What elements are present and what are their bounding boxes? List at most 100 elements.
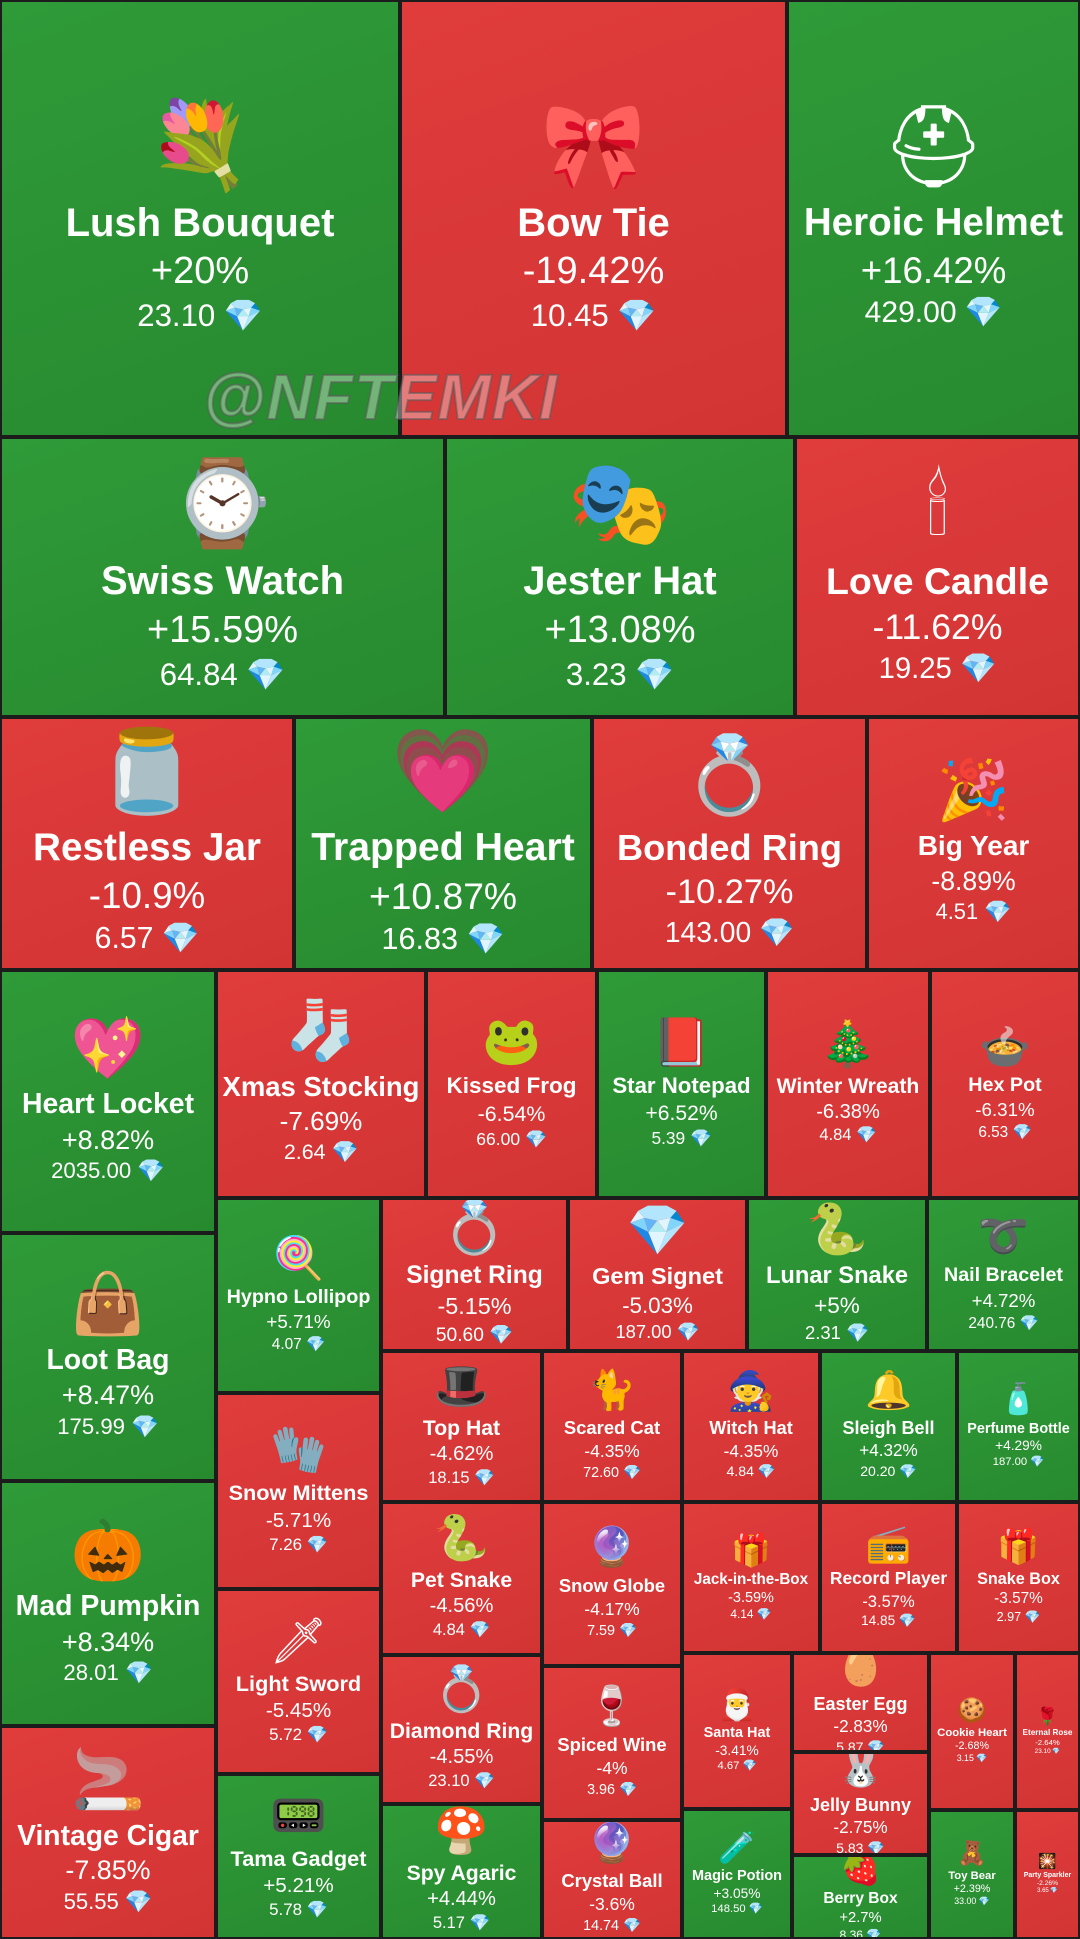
treemap-tile-toy-bear[interactable]: 🧸 Toy Bear +2.39% 33.00 💎	[929, 1810, 1015, 1939]
treemap-tile-light-sword[interactable]: 🗡 Light Sword -5.45% 5.72 💎	[216, 1589, 381, 1774]
treemap-tile-nail-bracelet[interactable]: ➰ Nail Bracelet +4.72% 240.76 💎	[927, 1198, 1080, 1351]
tile-price: 4.67	[717, 1760, 740, 1773]
tile-price: 23.10	[137, 298, 216, 334]
tile-change: +8.47%	[61, 1380, 155, 1411]
diamond-icon: 💎	[973, 1753, 988, 1764]
party-sparkler-icon: 🎇	[1038, 1853, 1057, 1870]
treemap-tile-star-notepad[interactable]: 📕 Star Notepad +6.52% 5.39 💎	[597, 970, 766, 1198]
treemap-tile-bow-tie[interactable]: 🎀 Bow Tie -19.42% 10.45 💎	[400, 0, 787, 437]
treemap-tile-spy-agaric[interactable]: 🍄 Spy Agaric +4.44% 5.17 💎	[381, 1804, 542, 1939]
treemap-tile-lunar-snake[interactable]: 🐍 Lunar Snake +5% 2.31 💎	[747, 1198, 927, 1351]
tile-price-row: 187.00 💎	[615, 1321, 699, 1343]
treemap-tile-xmas-stocking[interactable]: 🧦 Xmas Stocking -7.69% 2.64 💎	[216, 970, 426, 1198]
tile-price: 50.60	[435, 1324, 484, 1346]
tile-price-row: 50.60 💎	[436, 1323, 513, 1347]
tile-change: +4.44%	[427, 1888, 496, 1911]
toy-bear-icon: 🧸	[957, 1839, 987, 1867]
treemap-tile-love-candle[interactable]: 🕯 Love Candle -11.62% 19.25 💎	[795, 437, 1080, 717]
treemap-tile-bonded-ring[interactable]: 💍 Bonded Ring -10.27% 143.00 💎	[592, 717, 867, 970]
treemap-tile-heroic-helmet[interactable]: ⛑ Heroic Helmet +16.42% 429.00 💎	[787, 0, 1080, 437]
treemap-tile-heart-locket[interactable]: 💖 Heart Locket +8.82% 2035.00 💎	[0, 970, 216, 1233]
treemap-tile-snake-box[interactable]: 🎁 Snake Box -3.57% 2.97 💎	[957, 1502, 1080, 1653]
diamond-icon: 💎	[1021, 1610, 1041, 1625]
treemap-tile-hex-pot[interactable]: 🍲 Hex Pot -6.31% 6.53 💎	[930, 970, 1080, 1198]
treemap-tile-top-hat[interactable]: 🎩 Top Hat -4.62% 18.15 💎	[381, 1351, 542, 1502]
treemap-tile-witch-hat[interactable]: 🧙 Witch Hat -4.35% 4.84 💎	[682, 1351, 820, 1502]
diamond-icon: 💎	[465, 1913, 491, 1933]
loot-bag-icon: 👜	[70, 1270, 146, 1338]
treemap-tile-kissed-frog[interactable]: 🐸 Kissed Frog -6.54% 66.00 💎	[426, 970, 597, 1198]
tile-change: -5.45%	[265, 1699, 332, 1723]
tile-price-row: 5.72 💎	[269, 1725, 328, 1745]
tile-price-row: 23.10 💎	[1035, 1747, 1061, 1755]
treemap-tile-snow-globe[interactable]: 🔮 Snow Globe -4.17% 7.59 💎	[542, 1502, 682, 1666]
tile-change: +6.52%	[645, 1101, 718, 1125]
heart-locket-icon: 💖	[70, 1014, 146, 1082]
treemap-tile-diamond-ring[interactable]: 💍 Diamond Ring -4.55% 23.10 💎	[381, 1655, 542, 1804]
diamond-ring-icon: 💍	[433, 1664, 490, 1714]
tile-price: 5.83	[836, 1839, 864, 1855]
treemap-tile-swiss-watch[interactable]: ⌚ Swiss Watch +15.59% 64.84 💎	[0, 437, 445, 717]
treemap-tile-vintage-cigar[interactable]: 🚬 Vintage Cigar -7.85% 55.55 💎	[0, 1726, 216, 1939]
tile-price: 5.72	[269, 1725, 303, 1745]
treemap-tile-winter-wreath[interactable]: 🎄 Winter Wreath -6.38% 4.84 💎	[766, 970, 930, 1198]
treemap-tile-restless-jar[interactable]: 🫙 Restless Jar -10.9% 6.57 💎	[0, 717, 294, 970]
treemap-tile-tama-gadget[interactable]: 📟 Tama Gadget +5.21% 5.78 💎	[216, 1774, 381, 1939]
treemap-tile-snow-mittens[interactable]: 🧤 Snow Mittens -5.71% 7.26 💎	[216, 1393, 381, 1589]
treemap-tile-magic-potion[interactable]: 🧪 Magic Potion +3.05% 148.50 💎	[682, 1809, 792, 1939]
treemap-tile-record-player[interactable]: 📻 Record Player -3.57% 14.85 💎	[820, 1502, 957, 1653]
treemap-tile-perfume-bottle[interactable]: 🧴 Perfume Bottle +4.29% 187.00 💎	[957, 1351, 1080, 1502]
tile-price-row: 2.31 💎	[805, 1322, 869, 1344]
treemap-tile-mad-pumpkin[interactable]: 🎃 Mad Pumpkin +8.34% 28.01 💎	[0, 1481, 216, 1726]
tile-price-row: 23.10 💎	[137, 297, 263, 334]
treemap-tile-loot-bag[interactable]: 👜 Loot Bag +8.47% 175.99 💎	[0, 1233, 216, 1481]
treemap-tile-jack-in-the-box[interactable]: 🎁 Jack-in-the-Box -3.59% 4.14 💎	[682, 1502, 820, 1653]
diamond-icon: 💎	[469, 1771, 495, 1791]
diamond-icon: 💎	[671, 1321, 700, 1343]
diamond-icon: 💎	[325, 1139, 359, 1164]
tile-price-row: 3.65 💎	[1037, 1887, 1058, 1894]
treemap-tile-lush-bouquet[interactable]: 💐 Lush Bouquet +20% 23.10 💎	[0, 0, 400, 437]
treemap-tile-trapped-heart[interactable]: 💗 Trapped Heart +10.87% 16.83 💎	[294, 717, 592, 970]
treemap-tile-jelly-bunny[interactable]: 🐰 Jelly Bunny -2.75% 5.83 💎	[792, 1752, 929, 1855]
tile-change: +3.05%	[713, 1885, 761, 1901]
treemap-tile-sleigh-bell[interactable]: 🔔 Sleigh Bell +4.32% 20.20 💎	[820, 1351, 957, 1502]
tile-change: +4.72%	[971, 1289, 1036, 1311]
diamond-icon: 💎	[1008, 1124, 1032, 1142]
hypno-lollipop-icon: 🍭	[272, 1234, 325, 1282]
treemap-tile-jester-hat[interactable]: 🎭 Jester Hat +13.08% 3.23 💎	[445, 437, 795, 717]
big-year-icon: 🎉	[936, 757, 1011, 823]
treemap-tile-cookie-heart[interactable]: 🍪 Cookie Heart -2.68% 3.15 💎	[929, 1653, 1015, 1810]
treemap-tile-signet-ring[interactable]: 💍 Signet Ring -5.15% 50.60 💎	[381, 1198, 568, 1351]
tile-change: -4.35%	[723, 1440, 779, 1461]
diamond-icon: 💎	[301, 1335, 326, 1353]
treemap-tile-hypno-lollipop[interactable]: 🍭 Hypno Lollipop +5.71% 4.07 💎	[216, 1198, 381, 1393]
tile-change: -3.57%	[862, 1591, 915, 1611]
tile-price-row: 2.64 💎	[284, 1140, 358, 1165]
treemap-tile-big-year[interactable]: 🎉 Big Year -8.89% 4.51 💎	[867, 717, 1080, 970]
treemap-tile-eternal-rose[interactable]: 🌹 Eternal Rose -2.64% 23.10 💎	[1015, 1653, 1080, 1810]
tile-name: Jack-in-the-Box	[693, 1570, 809, 1588]
treemap-tile-crystal-ball[interactable]: 🔮 Crystal Ball -3.6% 14.74 💎	[542, 1820, 682, 1939]
tile-price: 20.20	[860, 1462, 896, 1479]
swiss-watch-icon: ⌚	[170, 456, 275, 551]
tile-price: 4.14	[730, 1607, 754, 1622]
tile-name: Big Year	[917, 830, 1030, 862]
treemap-tile-party-sparkler[interactable]: 🎇 Party Sparkler -2.26% 3.65 💎	[1015, 1810, 1080, 1939]
winter-wreath-icon: 🎄	[820, 1019, 876, 1069]
treemap-tile-spiced-wine[interactable]: 🍷 Spiced Wine -4% 3.96 💎	[542, 1666, 682, 1820]
treemap-tile-gem-signet[interactable]: 💎 Gem Signet -5.03% 187.00 💎	[568, 1198, 747, 1351]
treemap-tile-berry-box[interactable]: 🍓 Berry Box +2.7% 8.36 💎	[792, 1855, 929, 1939]
diamond-icon: 💎	[751, 915, 795, 948]
tile-price: 66.00	[476, 1129, 521, 1150]
treemap-tile-scared-cat[interactable]: 🐈 Scared Cat -4.35% 72.60 💎	[542, 1351, 682, 1502]
treemap-tile-easter-egg[interactable]: 🥚 Easter Egg -2.83% 5.87 💎	[792, 1653, 929, 1752]
berry-box-icon: 🍓	[840, 1855, 881, 1887]
tile-change: +5%	[814, 1293, 860, 1319]
treemap-tile-pet-snake[interactable]: 🐍 Pet Snake -4.56% 4.84 💎	[381, 1502, 542, 1655]
tile-name: Restless Jar	[33, 826, 261, 870]
treemap-tile-santa-hat[interactable]: 🎅 Santa Hat -3.41% 4.67 💎	[682, 1653, 792, 1809]
lunar-snake-icon: 🐍	[806, 1201, 868, 1258]
diamond-icon: 💎	[619, 1465, 641, 1482]
tile-price-row: 5.87 💎	[836, 1739, 885, 1750]
